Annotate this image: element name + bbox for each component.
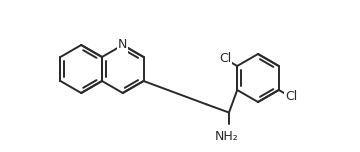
Text: Cl: Cl: [219, 52, 231, 66]
Text: Cl: Cl: [285, 90, 297, 104]
Text: NH₂: NH₂: [215, 130, 239, 143]
Text: N: N: [118, 38, 127, 52]
